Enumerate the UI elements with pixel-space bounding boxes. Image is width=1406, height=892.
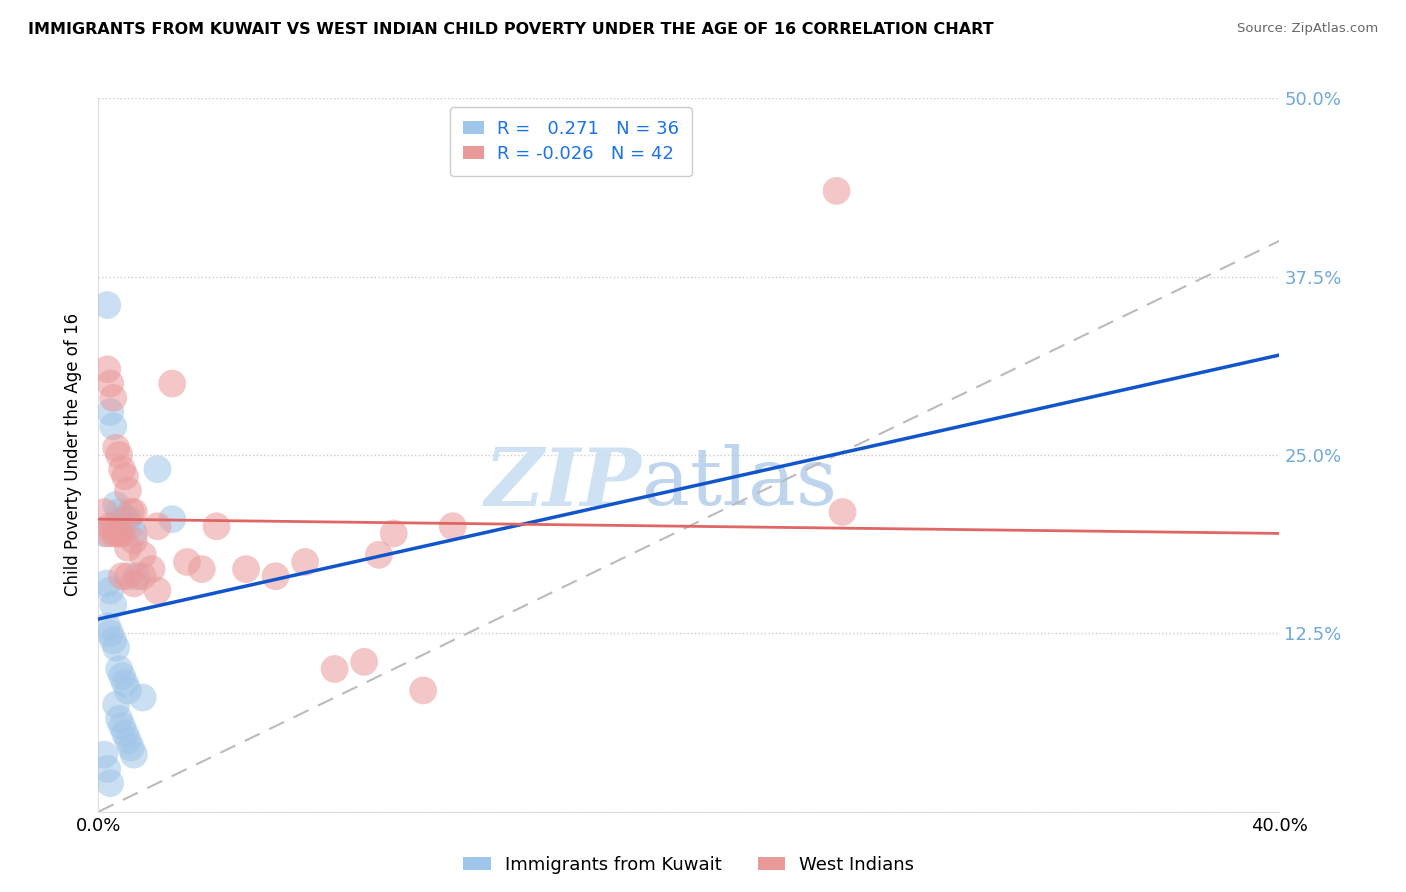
Point bbox=[108, 662, 131, 676]
Text: atlas: atlas bbox=[641, 444, 837, 523]
Point bbox=[98, 376, 121, 391]
Point bbox=[162, 376, 183, 391]
Point bbox=[114, 676, 136, 690]
Point bbox=[117, 733, 139, 747]
Point bbox=[132, 548, 155, 562]
Point bbox=[176, 555, 198, 569]
Point bbox=[114, 512, 136, 526]
Point bbox=[114, 469, 136, 483]
Point bbox=[103, 419, 125, 434]
Point bbox=[117, 683, 139, 698]
Point bbox=[141, 562, 163, 576]
Point bbox=[122, 533, 145, 548]
Point bbox=[96, 619, 118, 633]
Point bbox=[146, 519, 169, 533]
Point bbox=[111, 462, 134, 476]
Point bbox=[103, 526, 125, 541]
Point bbox=[93, 526, 115, 541]
Point bbox=[122, 526, 145, 541]
Point bbox=[93, 505, 115, 519]
Point bbox=[98, 776, 121, 790]
Point bbox=[98, 626, 121, 640]
Point bbox=[412, 683, 434, 698]
Text: IMMIGRANTS FROM KUWAIT VS WEST INDIAN CHILD POVERTY UNDER THE AGE OF 16 CORRELAT: IMMIGRANTS FROM KUWAIT VS WEST INDIAN CH… bbox=[28, 22, 994, 37]
Point bbox=[114, 726, 136, 740]
Point bbox=[108, 712, 131, 726]
Point bbox=[146, 583, 169, 598]
Point bbox=[294, 555, 316, 569]
Point bbox=[96, 298, 118, 312]
Point bbox=[111, 526, 134, 541]
Point bbox=[103, 598, 125, 612]
Point bbox=[831, 505, 853, 519]
Point bbox=[111, 719, 134, 733]
Y-axis label: Child Poverty Under the Age of 16: Child Poverty Under the Age of 16 bbox=[65, 313, 83, 597]
Point bbox=[103, 633, 125, 648]
Point bbox=[105, 498, 128, 512]
Point bbox=[323, 662, 346, 676]
Text: Source: ZipAtlas.com: Source: ZipAtlas.com bbox=[1237, 22, 1378, 36]
Point bbox=[103, 391, 125, 405]
Point bbox=[441, 519, 464, 533]
Point bbox=[368, 548, 391, 562]
Point bbox=[111, 569, 134, 583]
Point bbox=[353, 655, 375, 669]
Point bbox=[96, 526, 118, 541]
Point bbox=[98, 405, 121, 419]
Point bbox=[117, 569, 139, 583]
Point bbox=[264, 569, 287, 583]
Point bbox=[825, 184, 848, 198]
Point bbox=[146, 462, 169, 476]
Point bbox=[111, 512, 134, 526]
Point bbox=[105, 526, 128, 541]
Point bbox=[96, 362, 118, 376]
Point bbox=[382, 526, 405, 541]
Point bbox=[162, 512, 183, 526]
Point bbox=[117, 541, 139, 555]
Point bbox=[132, 690, 155, 705]
Point bbox=[117, 512, 139, 526]
Point bbox=[120, 740, 142, 755]
Point bbox=[96, 576, 118, 591]
Point bbox=[108, 505, 131, 519]
Point bbox=[191, 562, 214, 576]
Point bbox=[111, 669, 134, 683]
Point bbox=[122, 747, 145, 762]
Point bbox=[98, 519, 121, 533]
Point bbox=[105, 640, 128, 655]
Point bbox=[132, 569, 155, 583]
Point bbox=[105, 698, 128, 712]
Point bbox=[125, 569, 148, 583]
Point bbox=[205, 519, 228, 533]
Point bbox=[117, 483, 139, 498]
Text: ZIP: ZIP bbox=[485, 445, 641, 522]
Point bbox=[108, 526, 131, 541]
Point bbox=[120, 519, 142, 533]
Point bbox=[122, 576, 145, 591]
Point bbox=[93, 747, 115, 762]
Point bbox=[235, 562, 257, 576]
Legend: Immigrants from Kuwait, West Indians: Immigrants from Kuwait, West Indians bbox=[457, 849, 921, 881]
Point bbox=[108, 448, 131, 462]
Point bbox=[105, 441, 128, 455]
Point bbox=[96, 762, 118, 776]
Point bbox=[120, 505, 142, 519]
Point bbox=[98, 583, 121, 598]
Point bbox=[122, 505, 145, 519]
